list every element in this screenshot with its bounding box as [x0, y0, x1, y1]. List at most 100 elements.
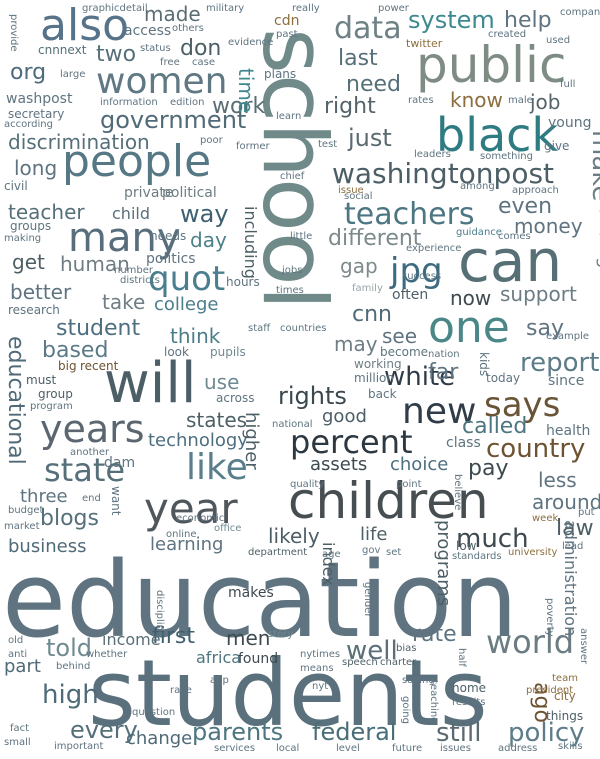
word: part: [4, 656, 41, 677]
word: issue: [338, 185, 364, 196]
word: past: [276, 29, 298, 40]
word: local: [276, 743, 300, 754]
word: something: [480, 151, 533, 162]
word: city: [554, 689, 576, 703]
word: two: [96, 42, 137, 67]
word: staff: [248, 323, 271, 334]
word: graphicdetail: [82, 3, 148, 14]
word: technology: [148, 430, 248, 451]
word: many: [68, 215, 181, 261]
word: districts: [120, 275, 160, 286]
word: administration: [561, 520, 580, 637]
word: country: [486, 434, 586, 464]
word: class: [446, 435, 481, 451]
word: day: [190, 228, 227, 252]
word: used: [546, 35, 571, 46]
word: look: [164, 345, 189, 359]
word: says: [484, 385, 561, 425]
word: even: [498, 194, 553, 219]
word: still: [436, 718, 482, 748]
word: see: [382, 324, 418, 348]
word: student: [56, 316, 141, 341]
word: recent: [80, 359, 119, 373]
word: nyt: [312, 681, 329, 692]
word: comes: [498, 231, 531, 242]
word: another: [70, 447, 110, 458]
word: education: [2, 539, 519, 661]
word: poor: [200, 135, 223, 146]
word: told: [46, 634, 92, 662]
word: evidence: [228, 37, 274, 48]
word: work: [212, 94, 266, 119]
word: first: [152, 624, 195, 649]
word: children: [288, 472, 489, 530]
word: young: [548, 115, 592, 131]
word: team: [552, 673, 578, 684]
word: private: [124, 185, 174, 201]
word: cdn: [274, 13, 300, 29]
word: public: [416, 36, 567, 94]
word: washingtonpost: [332, 157, 555, 190]
word: back: [368, 387, 397, 401]
word: end: [82, 493, 101, 504]
word: across: [216, 391, 255, 405]
word: needs: [150, 229, 187, 243]
word: anti: [8, 649, 28, 660]
word: jobs: [282, 265, 303, 276]
word: making: [4, 233, 42, 244]
word: income: [102, 630, 161, 649]
word: take: [102, 290, 146, 314]
word: poverty: [544, 598, 555, 637]
word: million: [354, 371, 394, 385]
word: discipline: [154, 590, 165, 638]
word: economic: [176, 513, 225, 524]
word: jpg: [390, 251, 443, 291]
word: rights: [278, 382, 347, 410]
word: child: [112, 204, 150, 223]
word: teaching: [428, 680, 439, 724]
word: high: [42, 680, 99, 710]
word: whether: [86, 649, 128, 660]
word: quot: [148, 259, 226, 299]
word: hours: [226, 275, 260, 289]
word: likely: [268, 524, 320, 548]
word: nytimes: [300, 649, 341, 660]
word: quality: [290, 479, 325, 490]
word: choice: [390, 454, 449, 475]
word: information: [100, 97, 158, 108]
word: app: [210, 675, 229, 686]
word: based: [42, 338, 109, 363]
word: bias: [396, 643, 417, 654]
word: behind: [56, 661, 91, 672]
word: policy: [508, 718, 585, 748]
word: put: [578, 507, 595, 518]
word: groups: [10, 219, 52, 233]
word: become: [380, 345, 429, 359]
word: right: [324, 94, 376, 119]
word: states: [186, 408, 248, 432]
word: get: [12, 250, 45, 274]
word: program: [30, 401, 73, 412]
word: answer: [578, 628, 589, 665]
word: family: [352, 283, 383, 294]
word: test: [318, 139, 338, 150]
word: support: [500, 282, 577, 306]
word: often: [392, 287, 429, 303]
word: don: [180, 36, 222, 61]
word: gov: [362, 545, 381, 556]
word: learn: [276, 111, 302, 122]
word: know: [450, 88, 503, 112]
word: much: [456, 524, 529, 554]
word: long: [14, 156, 58, 180]
word: college: [154, 294, 219, 315]
word: important: [54, 741, 104, 752]
word: edition: [170, 97, 205, 108]
word: like: [186, 447, 248, 488]
word: white: [384, 362, 456, 392]
word: percent: [290, 423, 413, 461]
word: level: [336, 743, 360, 754]
word: three: [20, 486, 68, 507]
word: system: [408, 6, 495, 34]
word: politics: [146, 251, 196, 267]
